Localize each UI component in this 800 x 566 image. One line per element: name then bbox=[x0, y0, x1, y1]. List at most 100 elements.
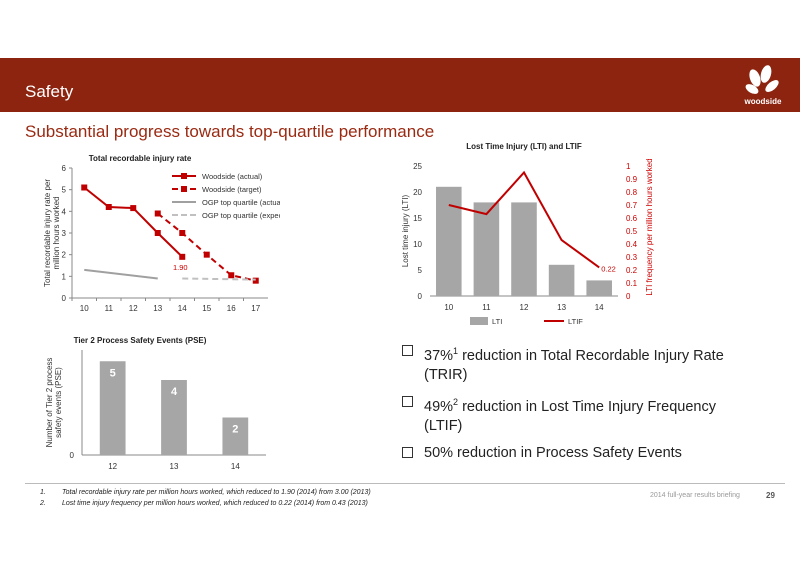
legend-swatch-lti bbox=[470, 317, 488, 325]
y-axis-label-line: Total recordable injury rate per bbox=[43, 179, 52, 287]
bullet-pre: 50% reduction in Process Safety Events bbox=[424, 444, 682, 461]
y-right-tick-label: 0.6 bbox=[626, 214, 638, 223]
legend-marker bbox=[181, 186, 187, 192]
chart-title: Lost Time Injury (LTI) and LTIF bbox=[466, 142, 582, 151]
lti-bar bbox=[473, 202, 500, 296]
pse-bar-chart: Tier 2 Process Safety Events (PSE) 0 Numbe… bbox=[45, 336, 266, 471]
footnote-2: 2. Lost time injury frequency per millio… bbox=[40, 498, 371, 509]
y-tick-label: 4 bbox=[62, 207, 67, 216]
legend-label: Woodside (actual) bbox=[202, 172, 263, 181]
pse-bar bbox=[222, 417, 249, 455]
x-tick-label: 17 bbox=[251, 304, 260, 313]
pse-bar bbox=[99, 361, 126, 455]
bullet-sup: 2 bbox=[453, 396, 459, 407]
legend-label: OGP top quartile (expected) bbox=[202, 211, 280, 220]
series-point bbox=[130, 205, 137, 212]
y-tick-label: 15 bbox=[413, 214, 422, 223]
checkbox-bullet-icon bbox=[402, 395, 413, 407]
x-tick-label: 11 bbox=[105, 304, 114, 313]
woodside-logo: woodside bbox=[744, 65, 782, 106]
y-tick-label: 5 bbox=[62, 186, 67, 195]
series-point bbox=[252, 277, 259, 284]
y-right-tick-label: 0.9 bbox=[626, 175, 638, 184]
lti-bar bbox=[586, 280, 612, 296]
y-tick-label: 20 bbox=[413, 188, 422, 197]
chart-title: Total recordable injury rate bbox=[89, 154, 192, 163]
series-point bbox=[179, 230, 186, 236]
y-tick-label: 25 bbox=[413, 162, 422, 171]
x-tick-label: 10 bbox=[444, 303, 453, 312]
series-point bbox=[154, 230, 161, 236]
footnote-text: Total recordable injury rate per million… bbox=[62, 489, 371, 496]
x-tick-label: 12 bbox=[129, 304, 138, 313]
y-right-tick-label: 0.2 bbox=[626, 266, 638, 275]
bullet-post: reduction in Lost Time Injury Frequency … bbox=[424, 398, 716, 434]
legend-label: OGP top quartile (actual) bbox=[202, 198, 280, 207]
y-tick-label: 0 bbox=[70, 451, 75, 460]
data-label: 0.22 bbox=[601, 264, 616, 273]
y-tick-label: 2 bbox=[62, 251, 67, 260]
bullet-item-ltif: 49%2 reduction in Lost Time Injury Frequ… bbox=[400, 393, 740, 436]
y-right-tick-label: 0.4 bbox=[626, 240, 638, 249]
y-axis-label: Lost time injury (LTI) bbox=[401, 195, 410, 268]
x-tick-label: 16 bbox=[227, 304, 236, 313]
y-tick-label: 5 bbox=[418, 266, 423, 275]
legend-label: LTI bbox=[492, 317, 502, 326]
series-line bbox=[182, 277, 256, 281]
x-tick-label: 15 bbox=[202, 304, 211, 313]
series-point bbox=[154, 210, 161, 217]
series-point bbox=[203, 251, 210, 258]
checkbox-bullet-icon bbox=[402, 345, 413, 356]
footnote-number: 2. bbox=[40, 500, 46, 507]
lti-ltif-combo-chart: Lost Time Injury (LTI) and LTIF 0 5 10 15 20 2… bbox=[401, 142, 654, 326]
y-tick-label: 1 bbox=[62, 272, 67, 281]
footer-divider bbox=[25, 483, 785, 484]
y-axis-label: Number of Tier 2 processsafety events (P… bbox=[45, 358, 63, 448]
y-tick-label: 6 bbox=[62, 164, 67, 173]
x-tick-label: 14 bbox=[178, 304, 187, 313]
bullet-pre: 37% bbox=[424, 347, 454, 364]
x-tick-label: 14 bbox=[595, 303, 604, 312]
lti-bar bbox=[511, 202, 537, 296]
footnote-number: 1. bbox=[40, 489, 46, 496]
series-point bbox=[105, 204, 112, 210]
y-tick-label: 0 bbox=[62, 294, 67, 303]
lti-bar bbox=[436, 186, 462, 296]
y-right-tick-label: 0.7 bbox=[626, 201, 638, 210]
bullet-pre: 49% bbox=[424, 398, 454, 415]
y-right-tick-label: 0.3 bbox=[626, 253, 638, 262]
logo-text: woodside bbox=[744, 97, 782, 106]
ltif-line bbox=[448, 170, 600, 269]
x-tick-label: 13 bbox=[170, 462, 179, 471]
page-subtitle: Substantial progress towards top-quartil… bbox=[25, 122, 435, 141]
bullet-item-pse: 50% reduction in Process Safety Events bbox=[400, 444, 740, 463]
x-tick-label: 14 bbox=[231, 462, 240, 471]
series-line bbox=[84, 268, 158, 280]
y-right-tick-label: 0 bbox=[626, 292, 631, 301]
y-axis-label: Total recordable injury rate permillion … bbox=[43, 179, 61, 287]
briefing-label: 2014 full-year results briefing bbox=[650, 492, 740, 499]
header-bar: Safety woodside bbox=[0, 58, 800, 112]
lti-bar bbox=[548, 264, 575, 296]
footnote-text: Lost time injury frequency per million h… bbox=[62, 500, 368, 507]
y-right-tick-label: 0.5 bbox=[626, 227, 638, 236]
y-right-tick-label: 0.8 bbox=[626, 188, 638, 197]
data-label: 1.90 bbox=[173, 263, 188, 272]
y-right-tick-label: 1 bbox=[626, 162, 631, 171]
data-label: 4 bbox=[171, 386, 178, 398]
series-point bbox=[228, 272, 235, 279]
series-point bbox=[81, 184, 88, 191]
bullet-list: 37%1 reduction in Total Recordable Injur… bbox=[400, 342, 740, 471]
x-tick-label: 10 bbox=[80, 304, 89, 313]
page-number: 29 bbox=[766, 491, 775, 500]
x-tick-label: 11 bbox=[482, 303, 491, 312]
page-title: Safety bbox=[25, 82, 74, 101]
checkbox-bullet-icon bbox=[402, 446, 413, 458]
legend-marker bbox=[181, 173, 187, 179]
data-label: 2 bbox=[232, 424, 238, 436]
footnotes: 1. Total recordable injury rate per mill… bbox=[40, 487, 371, 509]
legend-label: LTIF bbox=[568, 317, 583, 326]
y-tick-label: 10 bbox=[413, 240, 422, 249]
x-tick-label: 13 bbox=[557, 303, 566, 312]
